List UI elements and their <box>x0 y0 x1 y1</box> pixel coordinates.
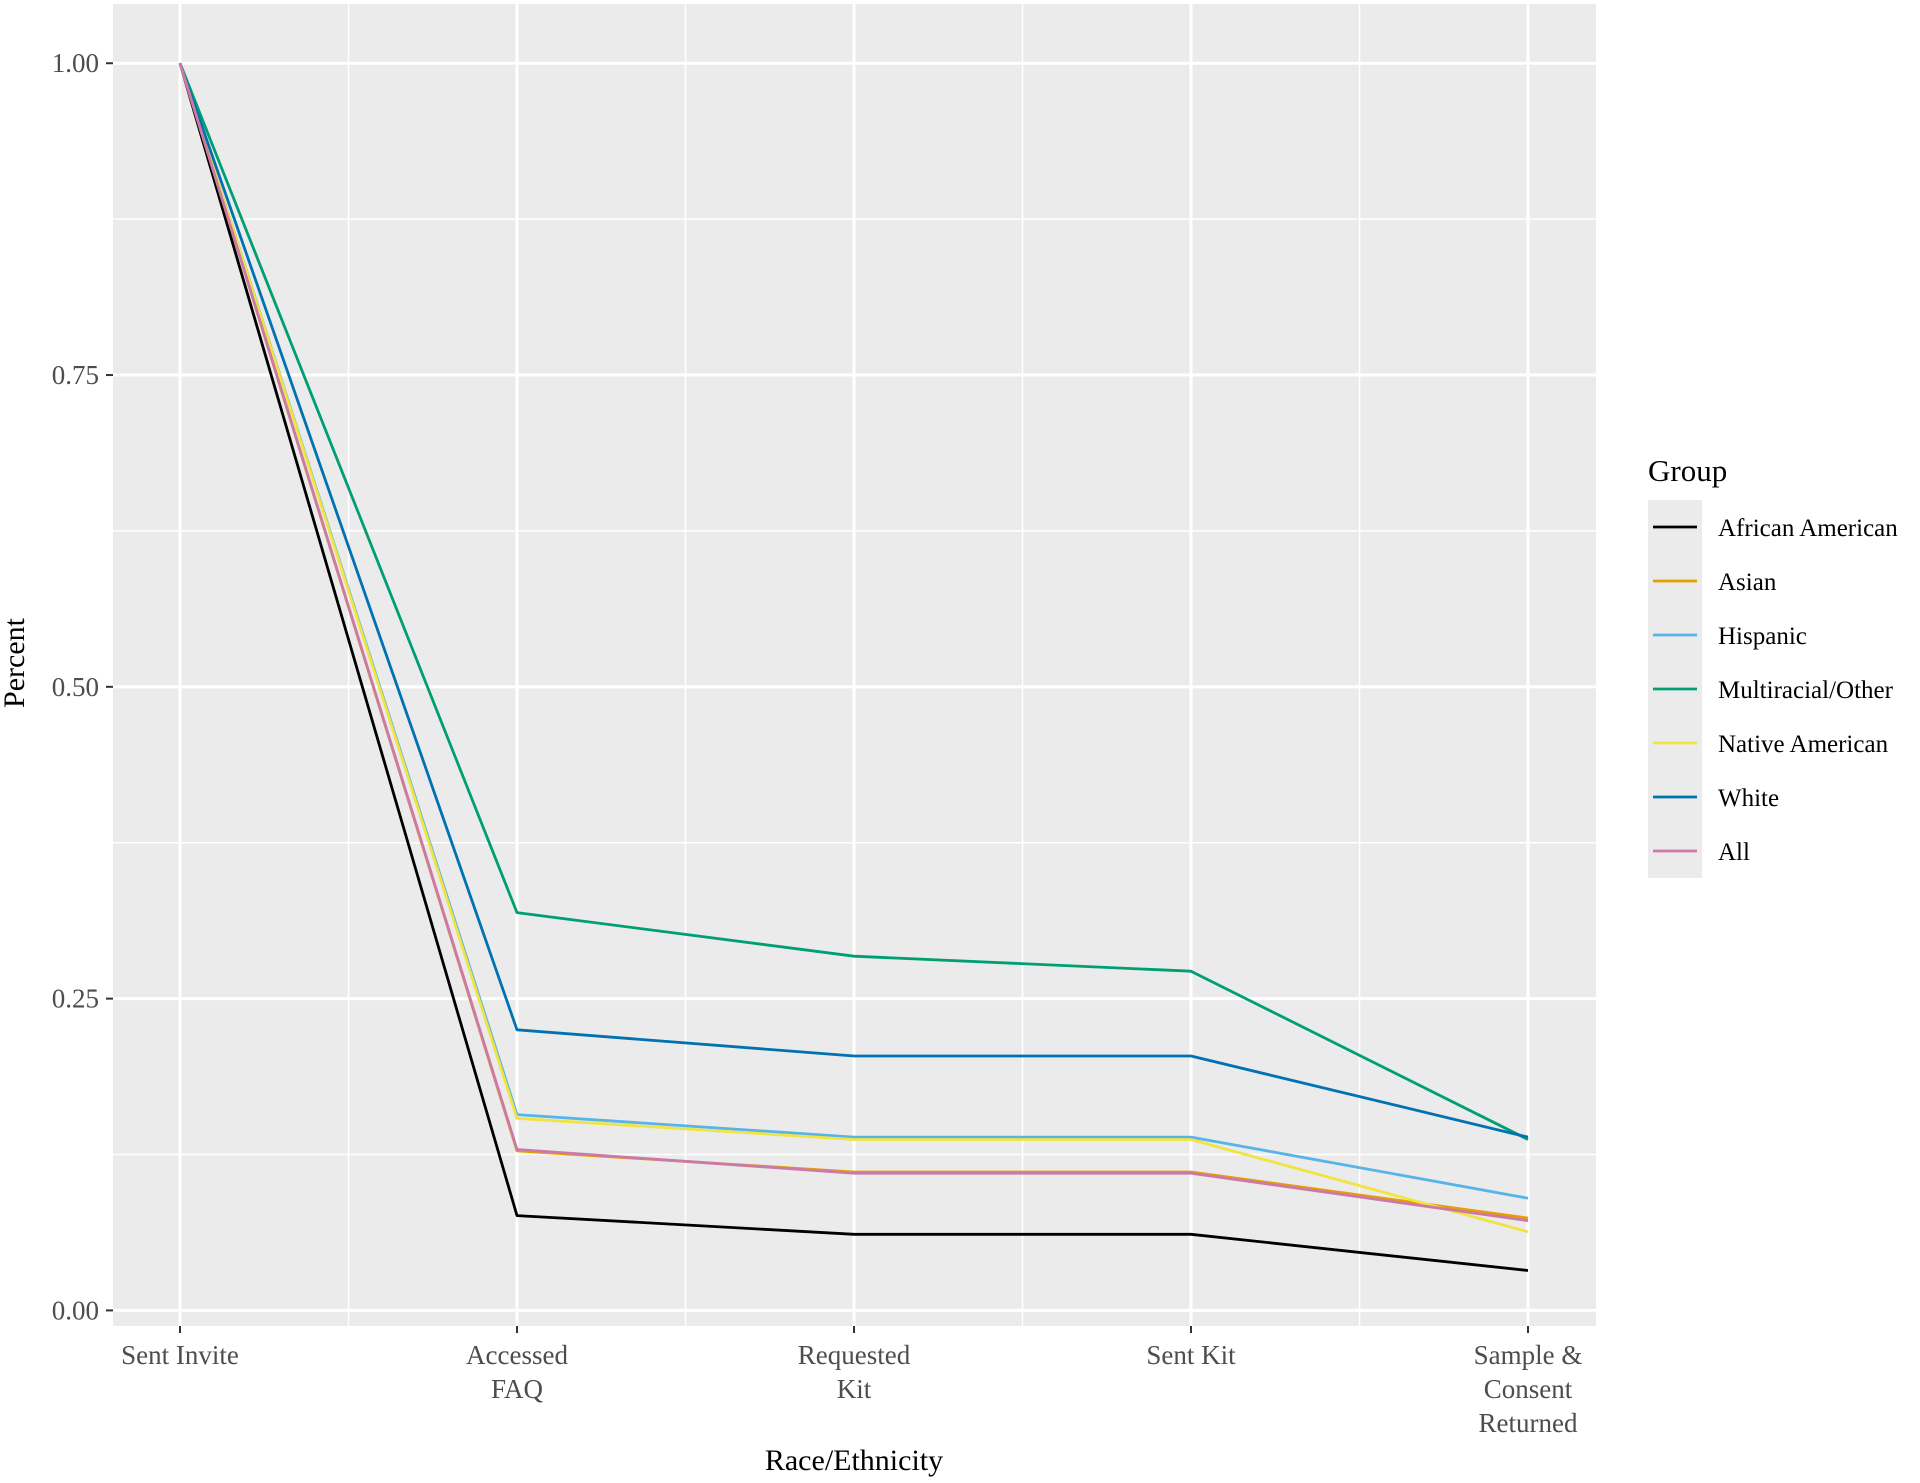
y-tick-label: 0.25 <box>52 984 99 1014</box>
series-lines <box>178 62 1529 1272</box>
legend-label: All <box>1718 839 1750 866</box>
y-tick-label: 0.50 <box>52 672 99 702</box>
x-tick-label: Sample & Consent Returned <box>1474 1340 1583 1438</box>
legend-label: Multiracial/Other <box>1718 677 1894 704</box>
x-tick-label: Sent Invite <box>121 1340 239 1370</box>
legend-title: Group <box>1648 453 1727 488</box>
legend: Group African American Asian Hispanic Multi… <box>1648 453 1898 878</box>
legend-label: African American <box>1718 515 1898 542</box>
series-line <box>178 62 1529 1139</box>
x-tick-label: Sent Kit <box>1146 1340 1236 1370</box>
series-line <box>178 62 1529 1234</box>
x-axis-ticks: Sent Invite Accessed FAQ Requested Kit Sent K… <box>121 1326 1582 1438</box>
x-tick-label: Requested Kit <box>798 1340 911 1404</box>
y-axis-title: Percent <box>0 617 31 708</box>
series-line <box>178 62 1529 1222</box>
series-line <box>178 62 1529 1272</box>
legend-label: White <box>1718 785 1779 812</box>
x-axis-title: Race/Ethnicity <box>765 1444 943 1477</box>
legend-label: Asian <box>1718 569 1777 596</box>
legend-label: Native American <box>1718 731 1889 758</box>
series-line <box>178 62 1529 1141</box>
y-axis-ticks: 0.00 0.25 0.50 0.75 1.00 <box>52 48 113 1325</box>
legend-label: Hispanic <box>1718 623 1807 650</box>
y-tick-label: 0.00 <box>52 1295 99 1325</box>
y-tick-label: 1.00 <box>52 48 99 78</box>
y-tick-label: 0.75 <box>52 360 99 390</box>
x-tick-label: Accessed FAQ <box>466 1340 568 1404</box>
grid-lines <box>113 4 1596 1326</box>
